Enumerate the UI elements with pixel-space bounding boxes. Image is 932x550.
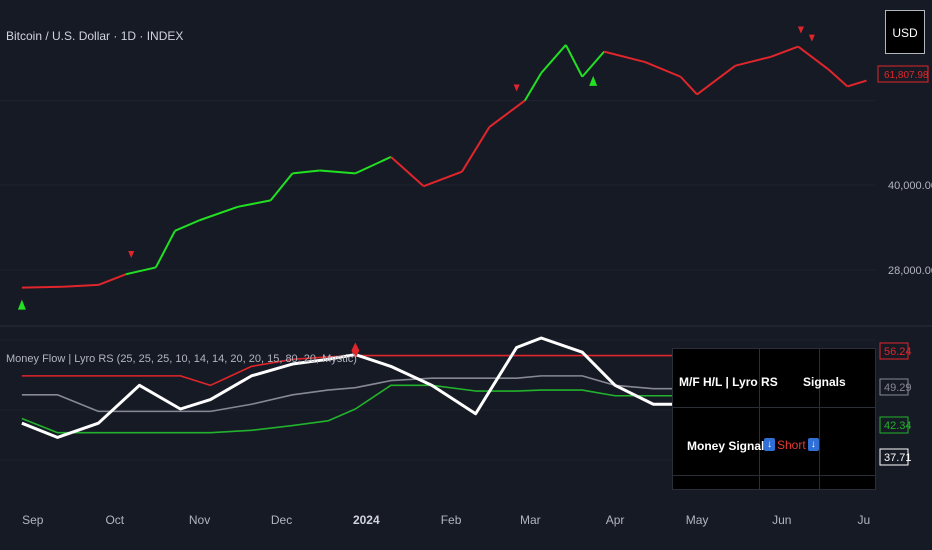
axes: 40,000.00 28,000.00 61,807.98 Sep Oct Nov Dec 2… [22, 65, 932, 527]
symbol-title[interactable]: Bitcoin / U.S. Dollar · 1D · INDEX [6, 29, 183, 43]
price-segment [770, 45, 799, 58]
price-pane[interactable] [17, 26, 867, 310]
price-segment [461, 126, 491, 173]
table-divider [673, 407, 875, 408]
money-signal-value: ↓ Short ↓ [764, 437, 819, 452]
time-tick-label: Mar [520, 513, 541, 527]
time-tick-label: May [686, 513, 709, 527]
price-segment [564, 44, 584, 78]
price-segment [827, 68, 849, 88]
indicator-value-label: 37.71 [884, 452, 912, 464]
price-segment [199, 205, 239, 222]
price-segment [292, 169, 320, 175]
indicator-sell-marker [351, 342, 360, 359]
indicator-value-box [879, 416, 909, 434]
table-header-right: Signals [803, 375, 846, 389]
arrow-down-icon: ↓ [764, 438, 775, 452]
price-segment [523, 72, 543, 102]
price-segment [797, 45, 829, 71]
arrow-down-icon: ↓ [807, 438, 819, 452]
price-segment [390, 156, 425, 187]
indicator-value-label: 42.34 [884, 420, 912, 432]
time-tick-label: Dec [271, 513, 292, 527]
price-tick-label: 40,000.00 [888, 180, 932, 192]
signal-text: Short [777, 437, 806, 452]
table-divider [819, 349, 820, 489]
price-segment [581, 50, 605, 78]
price-segment [679, 76, 698, 96]
time-tick-label: Ju [857, 513, 870, 527]
time-tick-label: Jun [772, 513, 791, 527]
indicator-title[interactable]: Money Flow | Lyro RS (25, 25, 25, 10, 14… [6, 353, 357, 365]
signal-table: M/F H/L | Lyro RS Signals Money Signal: … [672, 348, 876, 490]
price-segment [540, 44, 567, 74]
price-segment [125, 266, 157, 276]
table-divider [673, 475, 875, 476]
currency-button[interactable]: USD [885, 10, 925, 54]
money-signal-label: Money Signal: [687, 439, 769, 453]
price-segment [269, 172, 294, 202]
table-header-left: M/F H/L | Lyro RS [679, 375, 778, 389]
sell-signal-marker [808, 34, 815, 42]
price-segment [354, 156, 392, 175]
price-segment [21, 285, 63, 289]
time-tick-label: Oct [105, 513, 124, 527]
indicator-value-label: 56.24 [884, 346, 912, 358]
buy-signal-marker [17, 299, 26, 310]
last-price-box [877, 65, 929, 83]
price-segment [174, 219, 200, 232]
buy-signal-marker [589, 75, 598, 86]
time-tick-label: Nov [189, 513, 210, 527]
price-segment [696, 64, 736, 96]
price-segment [154, 230, 176, 268]
indicator-value-box [879, 378, 909, 396]
table-divider [759, 349, 760, 489]
indicator-value-box [879, 448, 909, 466]
price-segment [98, 273, 127, 286]
indicator-value-label: 49.29 [884, 382, 912, 394]
sell-signal-marker [128, 251, 135, 259]
time-tick-label: Sep [22, 513, 44, 527]
price-segment [423, 170, 463, 188]
price-segment [847, 79, 867, 88]
last-price-label: 61,807.98 [884, 70, 929, 81]
time-tick-label: Feb [441, 513, 462, 527]
price-tick-label: 28,000.00 [888, 265, 932, 277]
time-tick-label: Apr [606, 513, 625, 527]
price-segment [237, 199, 271, 208]
price-segment [735, 55, 772, 67]
price-segment [603, 50, 646, 64]
time-tick-label: 2024 [353, 513, 380, 527]
price-segment [488, 99, 526, 128]
sell-signal-marker [513, 84, 520, 92]
price-segment [319, 169, 356, 175]
price-segment [644, 61, 682, 78]
indicator-value-box [879, 342, 909, 360]
price-segment [62, 283, 99, 288]
sell-signal-marker [797, 26, 804, 34]
